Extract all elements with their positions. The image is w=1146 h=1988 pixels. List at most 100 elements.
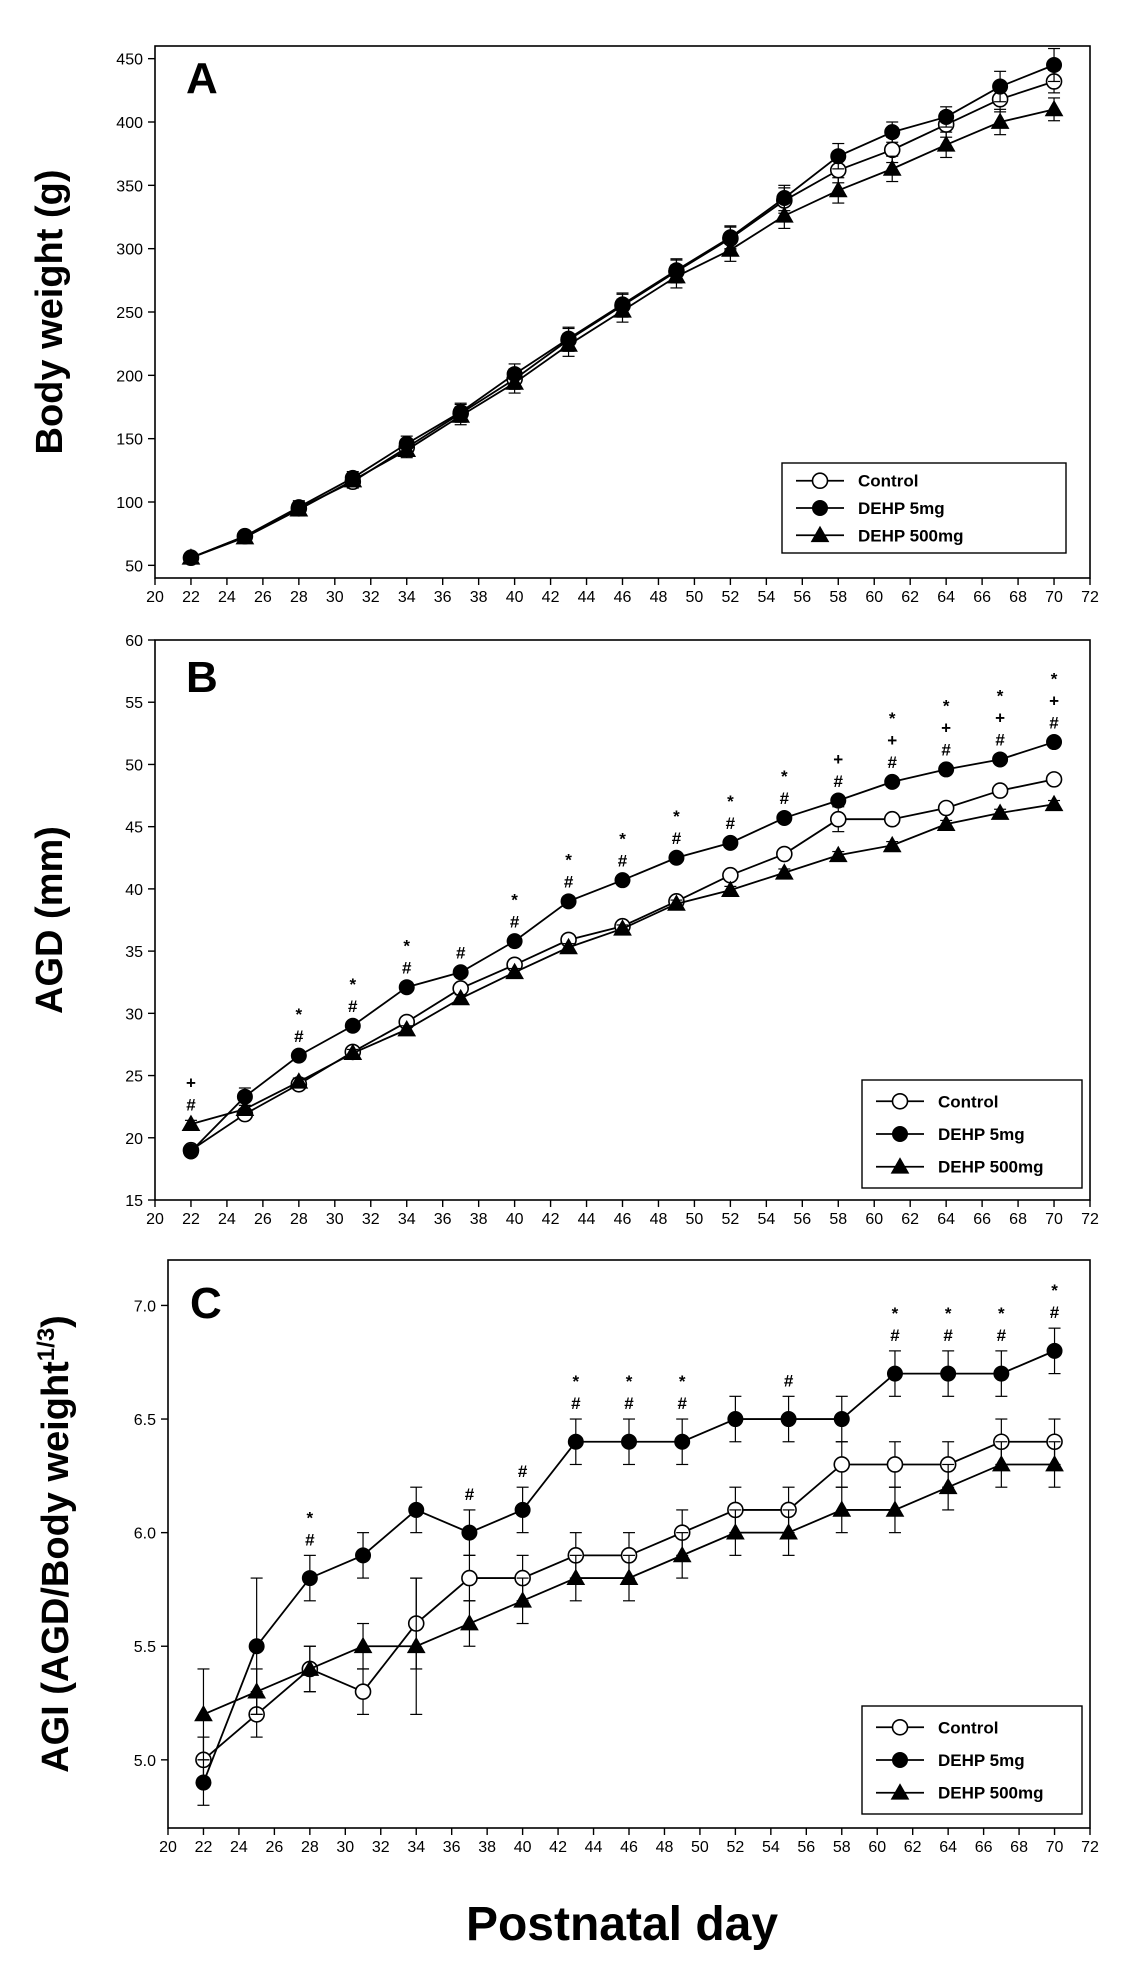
panel-letter: B xyxy=(186,653,218,702)
significance-marker: # xyxy=(672,829,682,848)
x-tick-label: 44 xyxy=(578,589,596,606)
significance-marker: * xyxy=(727,792,734,811)
data-point xyxy=(194,1704,213,1722)
significance-marker: # xyxy=(726,814,736,833)
data-point xyxy=(613,301,632,318)
x-tick-label: 70 xyxy=(1046,1839,1064,1856)
data-point xyxy=(936,814,956,832)
x-tick-label: 36 xyxy=(434,1211,452,1228)
x-tick-label: 24 xyxy=(218,1211,236,1228)
significance-annotations: * # # # * # * # * # # * # * # * # * # xyxy=(305,1281,1060,1549)
data-point xyxy=(408,1501,425,1518)
significance-marker: * xyxy=(889,709,896,728)
data-point xyxy=(780,1411,797,1428)
y-axis-label: Body weight (g) xyxy=(29,170,71,455)
x-tick-label: 50 xyxy=(691,1839,709,1856)
x-tick-label: 60 xyxy=(868,1839,886,1856)
data-point xyxy=(1045,771,1063,788)
legend-marker xyxy=(891,1718,909,1736)
significance-marker: * xyxy=(511,890,518,909)
data-point xyxy=(776,809,793,826)
data-point xyxy=(722,834,739,851)
data-point xyxy=(513,1591,532,1608)
significance-marker: * xyxy=(781,767,788,786)
significance-marker: # xyxy=(402,958,412,977)
significance-marker: * xyxy=(565,851,572,870)
data-point xyxy=(937,799,955,817)
data-point xyxy=(776,845,793,863)
significance-marker: * xyxy=(626,1372,633,1391)
x-tick-label: 68 xyxy=(1009,589,1027,606)
y-axis-label: AGD (mm) xyxy=(29,826,71,1014)
data-point xyxy=(882,835,902,853)
data-point xyxy=(672,1545,692,1563)
data-point xyxy=(181,548,201,565)
data-point xyxy=(182,1143,199,1160)
x-tick-label: 70 xyxy=(1045,589,1063,606)
significance-marker: # xyxy=(456,944,466,963)
legend-marker xyxy=(811,472,829,490)
data-point xyxy=(938,108,955,125)
x-tick-label: 44 xyxy=(585,1839,603,1856)
x-tick-label: 56 xyxy=(793,1211,811,1228)
x-tick-label: 24 xyxy=(230,1839,248,1856)
x-tick-label: 72 xyxy=(1081,1839,1099,1856)
legend-label: Control xyxy=(858,472,918,491)
panel-b: 20 22 24 26 28 30 32 34 36 38 40 42 44 46 48 50 52 54 56 58… xyxy=(29,633,1099,1228)
data-point xyxy=(674,1433,691,1450)
significance-marker: * xyxy=(296,1005,303,1024)
significance-marker: + xyxy=(995,709,1005,728)
data-point xyxy=(460,1614,479,1631)
significance-marker: * xyxy=(619,829,626,848)
x-tick-label: 64 xyxy=(937,589,955,606)
significance-marker: # xyxy=(186,1095,196,1114)
significance-marker: * xyxy=(307,1508,314,1527)
data-point xyxy=(828,180,848,198)
x-tick-label: 30 xyxy=(326,1211,344,1228)
x-tick-label: 50 xyxy=(686,1211,704,1228)
x-tick-label: 56 xyxy=(797,1839,815,1856)
y-tick-label: 450 xyxy=(116,52,143,69)
significance-marker: # xyxy=(995,731,1005,750)
legend: Control DEHP 5mg DEHP 500mg xyxy=(861,1079,1083,1189)
data-point xyxy=(452,964,469,981)
x-tick-label: 48 xyxy=(656,1839,674,1856)
y-tick-label: 5.5 xyxy=(134,1639,156,1656)
significance-marker: * xyxy=(673,807,680,826)
x-tick-label: 32 xyxy=(362,1211,380,1228)
significance-marker: * xyxy=(403,936,410,955)
legend-marker xyxy=(892,1752,908,1768)
data-point xyxy=(884,773,901,790)
x-tick-label: 48 xyxy=(650,1211,668,1228)
data-point xyxy=(398,979,415,996)
significance-marker: # xyxy=(294,1027,304,1046)
x-tick-label: 58 xyxy=(833,1839,851,1856)
significance-marker: # xyxy=(943,1326,953,1345)
data-point xyxy=(721,880,740,898)
data-point xyxy=(300,1659,320,1676)
data-point xyxy=(991,1454,1011,1472)
x-tick-label: 50 xyxy=(686,589,704,606)
data-point xyxy=(1046,1342,1063,1359)
data-point xyxy=(235,1099,255,1117)
significance-marker: * xyxy=(998,1304,1005,1323)
y-tick-label: 30 xyxy=(125,1006,143,1023)
y-tick-label: 150 xyxy=(116,432,143,449)
y-tick-label: 300 xyxy=(116,242,143,259)
data-point xyxy=(886,1365,903,1382)
data-point xyxy=(991,782,1009,799)
data-point xyxy=(1046,734,1063,751)
data-point xyxy=(566,1568,586,1585)
y-axis-label-suffix: ) xyxy=(35,1315,77,1328)
data-point xyxy=(559,937,578,955)
significance-marker: # xyxy=(618,851,628,870)
y-tick-label: 15 xyxy=(125,1193,143,1210)
data-point xyxy=(722,866,739,884)
significance-marker: # xyxy=(564,873,574,892)
y-tick-label: 20 xyxy=(125,1131,143,1148)
data-point xyxy=(505,962,524,980)
legend-label: Control xyxy=(938,1718,998,1737)
x-tick-label: 34 xyxy=(407,1839,425,1856)
x-tick-label: 28 xyxy=(290,589,308,606)
x-tick-label: 72 xyxy=(1081,589,1099,606)
